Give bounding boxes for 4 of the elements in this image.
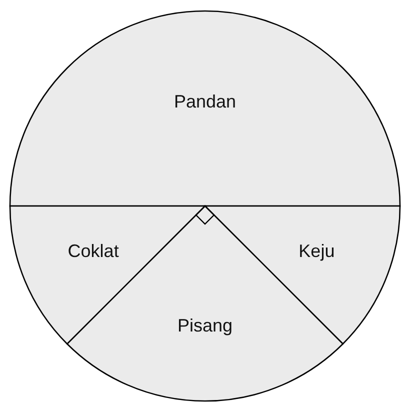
- slice-label: Keju: [298, 241, 335, 262]
- slice-label: Pisang: [177, 316, 233, 336]
- slice-label: Coklat: [68, 241, 119, 262]
- slice-label: Pandan: [174, 91, 236, 112]
